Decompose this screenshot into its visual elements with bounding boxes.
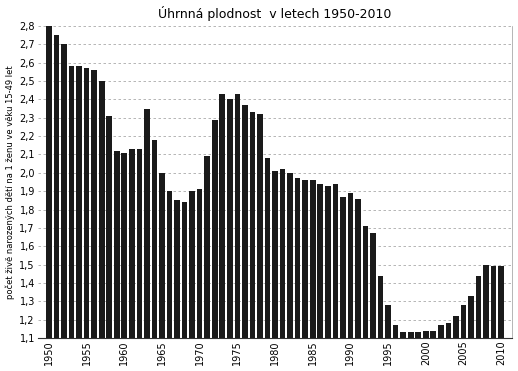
Bar	[69, 66, 75, 338]
Bar	[400, 332, 406, 338]
Bar	[498, 266, 504, 338]
Bar	[333, 184, 338, 338]
Bar	[438, 325, 444, 338]
Bar	[476, 276, 481, 338]
Bar	[129, 149, 135, 338]
Bar	[174, 200, 180, 338]
Bar	[318, 184, 323, 338]
Bar	[54, 35, 59, 338]
Bar	[197, 189, 203, 338]
Bar	[167, 191, 172, 338]
Bar	[61, 45, 67, 338]
Bar	[348, 193, 353, 338]
Title: Úhrnná plodnost  v letech 1950-2010: Úhrnná plodnost v letech 1950-2010	[159, 6, 392, 20]
Bar	[363, 226, 368, 338]
Bar	[99, 81, 105, 338]
Bar	[235, 94, 240, 338]
Bar	[280, 169, 285, 338]
Bar	[265, 158, 270, 338]
Bar	[453, 316, 459, 338]
Bar	[461, 305, 466, 338]
Bar	[415, 332, 421, 338]
Bar	[122, 152, 127, 338]
Bar	[370, 233, 376, 338]
Bar	[182, 202, 188, 338]
Bar	[106, 116, 112, 338]
Bar	[423, 331, 428, 338]
Bar	[468, 296, 474, 338]
Bar	[272, 171, 278, 338]
Bar	[355, 198, 361, 338]
Bar	[491, 266, 496, 338]
Bar	[257, 114, 263, 338]
Bar	[295, 178, 300, 338]
Bar	[287, 173, 293, 338]
Bar	[303, 180, 308, 338]
Bar	[340, 197, 346, 338]
Bar	[84, 68, 90, 338]
Bar	[445, 323, 451, 338]
Bar	[220, 94, 225, 338]
Bar	[408, 332, 413, 338]
Bar	[310, 180, 315, 338]
Bar	[46, 26, 52, 338]
Bar	[430, 331, 436, 338]
Bar	[385, 305, 391, 338]
Bar	[393, 325, 398, 338]
Bar	[144, 109, 150, 338]
Bar	[91, 70, 97, 338]
Bar	[378, 276, 383, 338]
Bar	[152, 140, 157, 338]
Bar	[325, 186, 330, 338]
Y-axis label: počet živě narozených dětí na 1 ženu ve věku 15-49 let: počet živě narozených dětí na 1 ženu ve …	[6, 65, 15, 299]
Bar	[159, 173, 165, 338]
Bar	[205, 156, 210, 338]
Bar	[114, 151, 120, 338]
Bar	[227, 99, 233, 338]
Bar	[242, 105, 248, 338]
Bar	[483, 265, 489, 338]
Bar	[212, 119, 218, 338]
Bar	[250, 112, 255, 338]
Bar	[189, 191, 195, 338]
Bar	[137, 149, 142, 338]
Bar	[76, 66, 82, 338]
